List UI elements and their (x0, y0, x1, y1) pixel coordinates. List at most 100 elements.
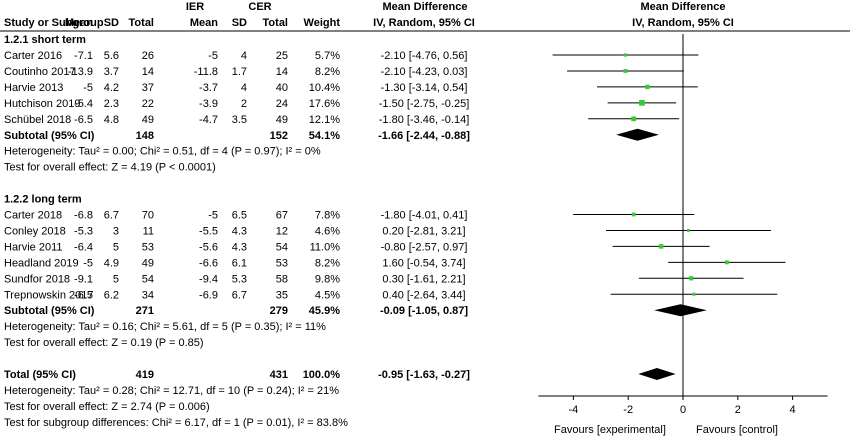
cer-sd-cell: 4 (241, 82, 247, 94)
ier-mean-cell: -9.1 (74, 273, 93, 285)
subtotal-label: Subtotal (95% CI) (4, 130, 95, 142)
cer-total-cell: 12 (276, 225, 288, 237)
ier-mean-cell: -6.8 (74, 210, 93, 222)
weight-cell: 7.8% (315, 210, 340, 222)
effect-square (639, 100, 645, 106)
ier-total-cell: 70 (142, 210, 154, 222)
ier-mean-cell: -5 (83, 257, 93, 269)
effect-square (686, 228, 690, 232)
cer-sd-cell: 4.3 (232, 225, 247, 237)
subtotal-diamond (654, 304, 707, 317)
header-method: IV, Random, 95% CI (373, 17, 475, 29)
weight-cell: 5.7% (315, 50, 340, 62)
ier-sd-cell: 3 (113, 225, 119, 237)
subtotal-weight: 45.9% (309, 305, 340, 317)
subtotal-ci: -0.09 [-1.05, 0.87] (380, 305, 468, 317)
cer-sd-cell: 2 (241, 98, 247, 110)
cer-sd-cell: 6.1 (232, 257, 247, 269)
cer-mean-cell: -5.6 (199, 241, 218, 253)
footer-text: Test for overall effect: Z = 2.74 (P = 0… (4, 401, 210, 413)
cer-total-cell: 40 (276, 82, 288, 94)
weight-cell: 11.0% (310, 241, 341, 253)
cer-sd-cell: 1.7 (232, 66, 247, 78)
x-tick-label: -2 (623, 404, 633, 416)
cer-mean-cell: -11.8 (194, 66, 218, 78)
ci-cell: -1.50 [-2.75, -0.25] (379, 98, 470, 110)
ier-total-cell: 26 (142, 50, 154, 62)
header-forest-method: IV, Random, 95% CI (632, 17, 734, 29)
header-ier: IER (186, 1, 204, 13)
study-name: Coutinho 2017 (4, 66, 76, 78)
study-name: Conley 2018 (4, 225, 66, 237)
header-ier-mean: Mean (65, 17, 93, 29)
ci-cell: -1.80 [-3.46, -0.14] (379, 114, 470, 126)
subtotal-label: Subtotal (95% CI) (4, 305, 95, 317)
effect-square (623, 53, 628, 57)
weight-cell: 17.6% (309, 98, 340, 110)
cer-total-cell: 54 (276, 241, 288, 253)
subgroup-title: 1.2.2 long term (4, 194, 82, 206)
ci-cell: -1.80 [-4.01, 0.41] (381, 210, 468, 222)
ier-total-cell: 11 (143, 225, 154, 237)
cer-sd-cell: 4 (241, 50, 247, 62)
footer-text: Heterogeneity: Tau² = 0.28; Chi² = 12.71… (4, 385, 339, 397)
effect-square (631, 116, 637, 122)
header-cer-sd: SD (232, 17, 247, 29)
header-ier-total: Total (129, 17, 154, 29)
footer-text: Test for subgroup differences: Chi² = 6.… (4, 417, 348, 429)
study-name: Harvie 2011 (4, 241, 63, 253)
study-name: Headland 2019 (4, 257, 79, 269)
study-name: Schübel 2018 (4, 114, 71, 126)
weight-cell: 12.1% (309, 114, 340, 126)
header-cer: CER (248, 1, 271, 13)
ier-total-cell: 53 (142, 241, 154, 253)
cer-mean-cell: -6.6 (199, 257, 218, 269)
header-cer-total: Total (263, 17, 288, 29)
study-name: Sundfor 2018 (4, 273, 70, 285)
overall-effect-text: Test for overall effect: Z = 0.19 (P = 0… (4, 337, 204, 349)
cer-sd-cell: 5.3 (232, 273, 247, 285)
weight-cell: 9.8% (315, 273, 340, 285)
effect-square (658, 244, 664, 249)
cer-total-cell: 14 (276, 66, 288, 78)
effect-square (631, 212, 636, 217)
cer-total-cell: 24 (276, 98, 288, 110)
ier-total-cell: 34 (142, 289, 154, 301)
ier-sd-cell: 4.2 (104, 82, 119, 94)
ier-sd-cell: 4.8 (104, 114, 119, 126)
subtotal-ier-total: 271 (136, 305, 154, 317)
study-name: Hutchison 2019 (4, 98, 80, 110)
ier-total-cell: 54 (142, 273, 154, 285)
header-cer-mean: Mean (190, 17, 218, 29)
cer-mean-cell: -3.9 (199, 98, 218, 110)
ci-cell: -2.10 [-4.76, 0.56] (381, 50, 468, 62)
subtotal-weight: 54.1% (309, 130, 340, 142)
study-name: Carter 2018 (4, 210, 62, 222)
cer-mean-cell: -5.5 (199, 225, 218, 237)
subgroup-title: 1.2.1 short term (4, 34, 86, 46)
weight-cell: 8.2% (315, 257, 340, 269)
overall-effect-text: Test for overall effect: Z = 4.19 (P < 0… (4, 162, 216, 174)
ier-total-cell: 49 (142, 114, 154, 126)
cer-mean-cell: -5 (208, 50, 218, 62)
total-label: Total (95% CI) (4, 369, 76, 381)
weight-cell: 4.6% (315, 225, 340, 237)
cer-total-cell: 58 (276, 273, 288, 285)
x-tick-label: -4 (569, 404, 579, 416)
ier-mean-cell: -5.3 (74, 225, 93, 237)
cer-total-cell: 67 (276, 210, 288, 222)
cer-mean-cell: -3.7 (199, 82, 218, 94)
ci-cell: -0.80 [-2.57, 0.97] (381, 241, 468, 253)
cer-mean-cell: -6.9 (199, 289, 218, 301)
cer-mean-cell: -5 (208, 210, 218, 222)
ier-mean-cell: -6.5 (74, 114, 93, 126)
heterogeneity-text: Heterogeneity: Tau² = 0.16; Chi² = 5.61,… (4, 321, 326, 333)
cer-sd-cell: 6.7 (232, 289, 247, 301)
ier-mean-cell: -5.4 (74, 98, 93, 110)
subtotal-cer-total: 279 (270, 305, 288, 317)
cer-sd-cell: 6.5 (232, 210, 247, 222)
ier-sd-cell: 6.7 (104, 210, 119, 222)
ci-cell: -1.30 [-3.14, 0.54] (381, 82, 468, 94)
effect-square (623, 69, 628, 73)
